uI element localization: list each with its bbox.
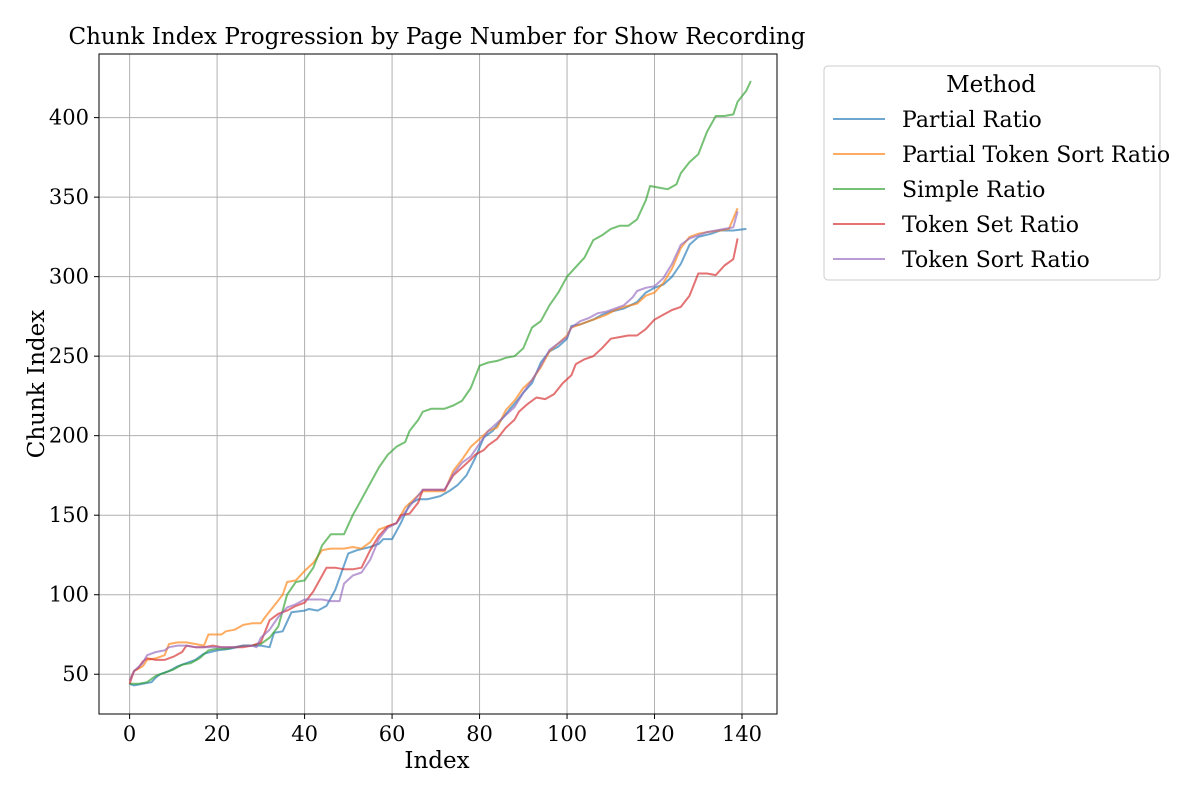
x-tick-label: 40 [291,722,318,746]
y-tick-label: 250 [49,344,89,368]
legend-label-simple-ratio: Simple Ratio [902,178,1045,203]
x-axis-label: Index [404,748,469,774]
legend-box [823,65,1161,281]
legend-label-partial-token-sort-ratio: Partial Token Sort Ratio [902,143,1170,168]
legend-label-partial-ratio: Partial Ratio [902,108,1042,133]
x-axis-ticks: 0 20 40 60 80 100 120 140 [123,714,762,746]
series-line-token-set-ratio [128,238,739,685]
y-tick-label: 400 [49,106,89,130]
grid-lines [99,54,777,714]
legend-label-token-set-ratio: Token Set Ratio [902,213,1079,238]
y-axis-label: Chunk Index [24,310,50,459]
legend-items: Partial Ratio Partial Token Sort Ratio Sim… [833,108,1170,273]
plot-frame [98,53,778,715]
y-tick-label: 200 [49,424,89,448]
series-line-simple-ratio [129,80,752,685]
y-tick-label: 150 [49,503,89,527]
series-line-token-sort-ratio [128,211,739,682]
y-tick-label: 300 [49,265,89,289]
series-lines [128,80,752,687]
legend: Method Partial Ratio Partial Token Sort R… [823,65,1170,281]
series-line-partial-ratio [129,227,747,687]
y-tick-label: 50 [62,662,89,686]
chart-title: Chunk Index Progression by Page Number f… [69,24,806,50]
x-tick-label: 140 [722,722,762,746]
x-tick-label: 20 [204,722,231,746]
legend-title: Method [946,72,1036,98]
x-tick-label: 60 [379,722,406,746]
y-axis-ticks: 50 100 150 200 250 300 350 400 [49,106,99,686]
series-line-partial-token-sort-ratio [128,207,739,682]
x-tick-label: 100 [547,722,587,746]
legend-label-token-sort-ratio: Token Sort Ratio [902,248,1090,273]
x-tick-label: 120 [634,722,674,746]
x-tick-label: 80 [466,722,493,746]
y-tick-label: 350 [49,185,89,209]
y-tick-label: 100 [49,583,89,607]
x-tick-label: 0 [123,722,136,746]
